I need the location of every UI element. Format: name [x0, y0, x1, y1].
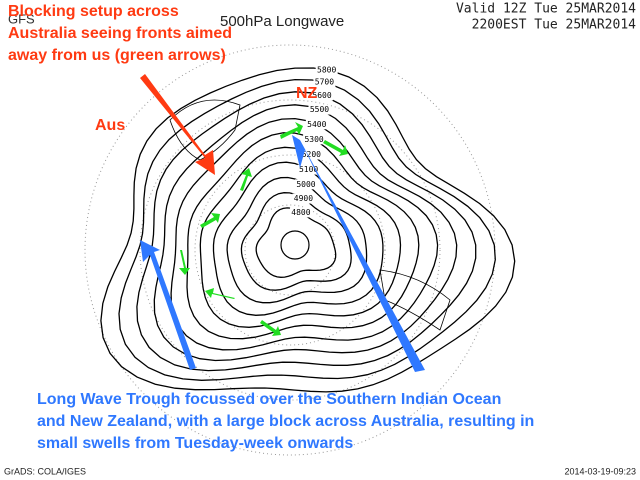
green-arrows [179, 122, 348, 336]
label-bg [313, 77, 336, 88]
region-label: Aus [95, 117, 125, 134]
contour [170, 117, 439, 351]
credit: GrADS: COLA/IGES [4, 466, 86, 476]
valid-time: 2200EST Tue 25MAR2014 [472, 18, 637, 33]
contour-labels: 5800 5700 5600 5500 5400 5300 5200 5100 5000 4900… [289, 64, 338, 218]
label-bg [315, 64, 338, 75]
contour [240, 192, 352, 291]
green-arrow [179, 250, 190, 275]
contour [153, 104, 458, 362]
south-america-coast [379, 269, 451, 331]
contour [186, 132, 420, 340]
label-bg [297, 164, 320, 175]
annotation: Australia seeing fronts aimed [8, 25, 232, 42]
label-bg [305, 119, 328, 130]
contour-label: 5200 [302, 150, 321, 159]
contour-label: 5700 [315, 78, 334, 87]
contour [118, 78, 496, 381]
antarctica [280, 230, 310, 260]
red-arrow [140, 74, 215, 175]
green-arrow [205, 288, 235, 299]
model-label: GFS [8, 11, 35, 26]
label-bg [311, 90, 334, 101]
annotation: Long Wave Trough focussed over the South… [37, 391, 501, 408]
lat-circle [139, 99, 441, 401]
contour [100, 67, 516, 393]
region-label: NZ [296, 85, 318, 102]
blue-arrow [140, 240, 196, 370]
label-bg [300, 149, 323, 160]
contour-label: 5100 [299, 165, 318, 174]
contour-label: 5600 [312, 91, 331, 100]
contour-label: 5300 [304, 135, 323, 144]
label-bg [292, 193, 315, 204]
australia-coast [169, 99, 241, 161]
green-arrow [200, 213, 220, 228]
label-bg [303, 134, 326, 145]
green-arrow [323, 140, 348, 156]
valid-time: Valid 12Z Tue 25MAR2014 [456, 2, 636, 17]
contour-label: 5800 [317, 65, 336, 74]
timestamp: 2014-03-19-09:23 [564, 466, 636, 476]
label-bg [294, 179, 317, 190]
annotation: small swells from Tuesday-week onwards [37, 435, 353, 452]
contour-label: 4800 [291, 208, 310, 217]
annotation: Blocking setup across [8, 3, 179, 20]
contour [136, 91, 477, 372]
contour-label: 5500 [310, 105, 329, 114]
lat-circle [194, 154, 386, 346]
contour [212, 161, 384, 316]
contour-label: 4900 [294, 194, 313, 203]
green-arrow [280, 122, 303, 139]
contour-label: 5400 [307, 120, 326, 129]
green-arrow [240, 168, 252, 191]
annotation: and New Zealand, with a large block acro… [37, 413, 534, 430]
blue-arrow [292, 135, 425, 372]
contours [100, 67, 516, 393]
contour-label: 5000 [296, 180, 315, 189]
green-arrow [260, 320, 281, 336]
label-bg [289, 207, 312, 218]
map-title: 500hPa Longwave [220, 13, 344, 30]
contour [199, 146, 402, 328]
contour [255, 207, 337, 278]
label-bg [308, 104, 331, 115]
contour [226, 176, 368, 304]
annotation: away from us (green arrows) [8, 47, 226, 64]
